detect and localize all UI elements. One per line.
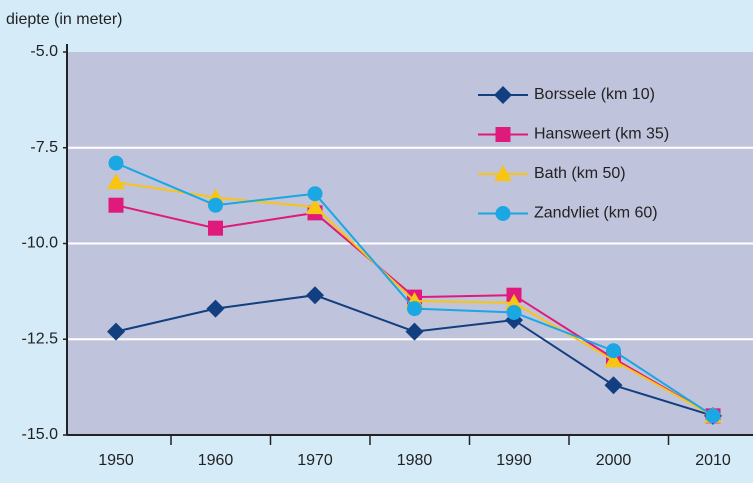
legend-marker [495, 206, 511, 221]
y-tick-label: -15.0 [22, 426, 59, 443]
legend-marker [494, 165, 512, 181]
x-tick-label: 2010 [695, 452, 731, 469]
marker [705, 408, 721, 424]
marker [208, 220, 223, 236]
y-tick-label: -12.5 [22, 330, 59, 347]
marker [107, 322, 125, 341]
marker [604, 351, 623, 368]
y-tick-label: -10.0 [22, 235, 59, 252]
marker [208, 197, 223, 213]
marker [506, 304, 522, 320]
marker [405, 322, 424, 341]
marker [407, 301, 422, 317]
marker [306, 198, 324, 215]
legend-label: Hansweert (km 35) [534, 126, 669, 143]
legend-label: Bath (km 50) [534, 165, 626, 182]
y-tick-label: -7.5 [30, 139, 58, 156]
legend-marker [495, 127, 511, 142]
marker [107, 173, 125, 190]
x-tick-label: 1980 [397, 452, 433, 469]
marker [206, 299, 225, 318]
x-tick-label: 1970 [297, 452, 333, 469]
y-axis-label: diepte (in meter) [6, 11, 123, 28]
y-tick-label: -5.0 [30, 43, 58, 60]
marker [606, 343, 621, 359]
x-tick-label: 1990 [496, 452, 532, 469]
x-tick-label: 2000 [596, 452, 632, 469]
marker [108, 155, 124, 171]
legend-marker [494, 86, 512, 104]
marker [306, 286, 324, 305]
marker [307, 186, 323, 202]
legend-label: Borssele (km 10) [534, 86, 655, 103]
marker [604, 376, 623, 395]
legend-label: Zandvliet (km 60) [534, 205, 658, 222]
marker [108, 197, 124, 213]
x-tick-label: 1950 [98, 452, 134, 469]
x-tick-label: 1960 [198, 452, 234, 469]
marker [505, 293, 523, 310]
